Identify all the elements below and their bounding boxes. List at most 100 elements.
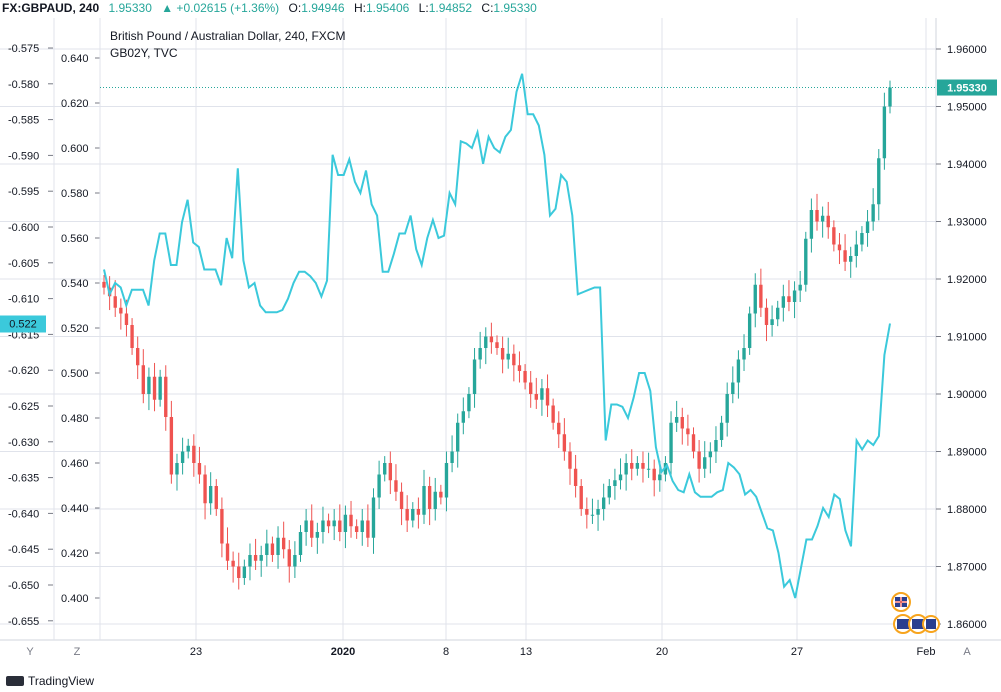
left-outer-axis-label: -0.590 [8,150,39,162]
left-outer-axis[interactable]: -0.575 -0.580 -0.585 -0.590 -0.595 -0.600 -0.6… [8,43,53,628]
candle-body [708,451,713,458]
candle-body [489,336,494,343]
candle-body [506,353,510,360]
auto-scale-button[interactable]: A [963,646,971,658]
close-value: 1.95330 [493,1,537,15]
left-outer-axis-label: -0.595 [8,186,39,198]
candle-body [203,474,207,504]
candle-body [220,509,224,544]
candle-body [208,486,213,504]
candle-body [523,371,527,383]
time-axis-label: 13 [520,646,532,658]
candle-body [849,256,853,262]
candle-body [725,394,729,423]
candle-body [315,532,320,538]
main-series-title[interactable]: British Pound / Australian Dollar, 240, … [110,29,345,43]
candle-body [102,281,106,288]
event-markers[interactable] [891,592,940,634]
candle-body [557,422,561,435]
candle-body [242,566,247,578]
candle-body [686,428,690,435]
overlay-series-title[interactable]: GB02Y, TVC [110,46,178,60]
time-axis-label: 23 [190,646,202,658]
left-outer-axis-label: -0.600 [8,222,39,234]
tradingview-logo[interactable]: TradingView [6,674,94,688]
time-axis-label: Feb [917,646,936,658]
candle-body [500,348,505,360]
candle-body [360,520,364,532]
left-outer-axis-label: -0.645 [8,544,39,556]
left-scale-button[interactable]: Y [26,646,34,658]
candle-body [529,382,533,394]
candle-body [787,296,791,302]
candle-body [843,250,847,262]
candle-body [399,491,404,509]
time-axis-label: 8 [443,646,449,658]
footer: TradingView [0,670,1001,692]
candle-body [697,451,701,469]
right-axis-label: 1.92000 [947,274,987,286]
candle-body [680,417,684,429]
time-axis-label: 2020 [331,646,355,658]
candle-body [371,497,376,538]
right-price-axis[interactable]: 1.96000 1.95000 1.94000 1.93000 1.92000 1.910… [936,44,987,631]
right-axis-label: 1.96000 [947,44,987,56]
candle-body [394,480,398,492]
left-zoom-button[interactable]: Z [74,646,81,658]
candle-body [860,233,864,245]
candle-body [231,560,235,567]
left-outer-axis-label: -0.635 [8,473,39,485]
candle-body [579,486,583,509]
price-tag: 1.95330 [937,79,997,96]
candle-body [304,520,308,532]
price-change: ▲ +0.02615 (+1.36%) [161,1,280,15]
open-label: O: [288,1,302,15]
price-tag-value: 1.95330 [947,83,987,95]
candle-body [456,422,460,452]
candle-body [776,307,780,320]
candle-body [478,348,482,360]
left-outer-axis-label: -0.650 [8,580,39,592]
candle-body [691,434,696,452]
candle-body [882,106,887,159]
candle-body [714,440,718,452]
candle-body [669,422,673,463]
candle-body [736,359,741,383]
candle-body [186,445,190,452]
candle-body [343,514,348,532]
candle-body [298,532,303,555]
left-inner-axis[interactable]: 0.640 0.620 0.600 0.580 0.560 0.540 0.520 0.500… [53,18,101,640]
candle-body [293,555,297,567]
candle-body [287,549,291,567]
candle-body [568,451,572,469]
candle-body [618,474,623,481]
candle-body [377,474,381,498]
candle-body [124,313,129,325]
candle-body [467,394,471,412]
candle-body [338,520,342,532]
candle-body [136,348,140,366]
symbol-label[interactable]: FX:GBPAUD, 240 [2,1,100,15]
candle-body [416,509,421,515]
candle-body [237,566,241,578]
candle-body [411,509,415,521]
left-outer-axis-label: -0.620 [8,365,39,377]
left-inner-axis-label: 0.400 [61,593,89,605]
left-outer-axis-label: -0.640 [8,508,39,520]
candle-body [439,491,443,498]
candle-body [281,537,286,550]
candle-body [517,365,522,371]
price-chart[interactable]: -0.575 -0.580 -0.585 -0.590 -0.595 -0.600 -0.6… [0,18,1001,670]
candle-body [158,376,162,400]
candle-body [276,537,280,555]
right-axis-label: 1.87000 [947,562,987,574]
candle-body [164,376,168,417]
candle-body [321,520,325,532]
scale-buttons[interactable]: Y Z A [26,646,971,658]
candle-body [596,509,600,515]
left-inner-axis-label: 0.440 [61,503,89,515]
candle-body [326,520,331,527]
candle-body [815,210,819,222]
time-axis[interactable]: 23 2020 8 13 20 27 Feb [190,646,936,658]
right-axis-label: 1.95000 [947,102,987,114]
